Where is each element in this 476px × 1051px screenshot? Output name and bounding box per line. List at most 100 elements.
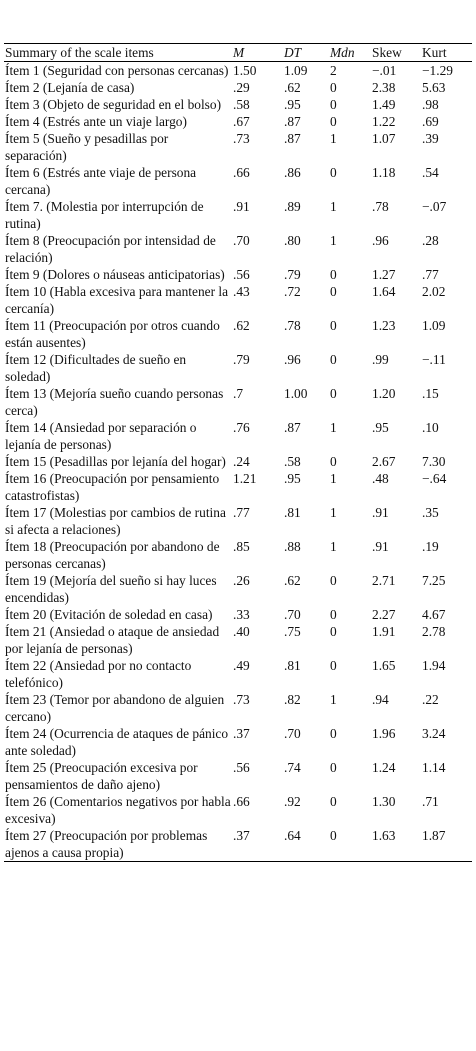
- table-row: Ítem 18 (Preocupación por abandono de pe…: [4, 538, 472, 572]
- value-cell: 2.02: [422, 284, 446, 299]
- value-cell: .73: [233, 692, 250, 707]
- summary-table: Summary of the scale items M DT Mdn Skew…: [4, 43, 472, 862]
- item-cell: Ítem 4 (Estrés ante un viaje largo): [5, 114, 187, 129]
- value-cell: .29: [233, 80, 250, 95]
- value-cell: .73: [233, 131, 250, 146]
- value-cell: .78: [372, 199, 389, 214]
- value-cell: .66: [233, 165, 250, 180]
- value-cell: 0: [330, 454, 337, 469]
- value-cell: 1.94: [422, 658, 446, 673]
- value-cell: −.07: [422, 199, 447, 214]
- table-row: Ítem 24 (Ocurrencia de ataques de pánico…: [4, 725, 472, 759]
- value-cell: .56: [233, 760, 250, 775]
- value-cell: .78: [284, 318, 301, 333]
- value-cell: .72: [284, 284, 301, 299]
- item-cell: Ítem 15 (Pesadillas por lejanía del hoga…: [5, 454, 226, 469]
- table-header: Summary of the scale items M DT Mdn Skew…: [4, 43, 472, 62]
- item-cell: Ítem 7. (Molestia por interrupción de ru…: [5, 199, 204, 231]
- value-cell: .79: [284, 267, 301, 282]
- header-cell: Mdn: [330, 45, 355, 60]
- value-cell: .89: [284, 199, 301, 214]
- item-cell: Ítem 18 (Preocupación por abandono de pe…: [5, 539, 220, 571]
- table-row: Ítem 17 (Molestias por cambios de rutina…: [4, 504, 472, 538]
- value-cell: 2.71: [372, 573, 396, 588]
- item-cell: Ítem 25 (Preocupación excesiva por pensa…: [5, 760, 198, 792]
- value-cell: .7: [233, 386, 244, 401]
- value-cell: 1: [330, 131, 337, 146]
- value-cell: .71: [422, 794, 439, 809]
- value-cell: 1.50: [233, 63, 257, 78]
- value-cell: .85: [233, 539, 250, 554]
- value-cell: .49: [233, 658, 250, 673]
- value-cell: 1.64: [372, 284, 396, 299]
- value-cell: 1: [330, 539, 337, 554]
- value-cell: .86: [284, 165, 301, 180]
- value-cell: −.11: [422, 352, 446, 367]
- value-cell: 1: [330, 692, 337, 707]
- value-cell: .58: [233, 97, 250, 112]
- value-cell: .66: [233, 794, 250, 809]
- table-row: Ítem 13 (Mejoría sueño cuando personas c…: [4, 385, 472, 419]
- value-cell: .62: [233, 318, 250, 333]
- item-cell: Ítem 5 (Sueño y pesadillas por separació…: [5, 131, 169, 163]
- value-cell: .24: [233, 454, 250, 469]
- value-cell: .70: [284, 607, 301, 622]
- value-cell: 1.30: [372, 794, 396, 809]
- value-cell: .48: [372, 471, 389, 486]
- value-cell: .33: [233, 607, 250, 622]
- value-cell: 1.96: [372, 726, 396, 741]
- item-cell: Ítem 20 (Evitación de soledad en casa): [5, 607, 213, 622]
- item-cell: Ítem 14 (Ansiedad por separación o lejan…: [5, 420, 197, 452]
- value-cell: .56: [233, 267, 250, 282]
- table-row: Ítem 19 (Mejoría del sueño si hay luces …: [4, 572, 472, 606]
- value-cell: 0: [330, 760, 337, 775]
- table-row: Ítem 2 (Lejanía de casa) .29 .62 0 2.38 5.63: [4, 79, 472, 96]
- value-cell: 1.14: [422, 760, 446, 775]
- value-cell: 0: [330, 794, 337, 809]
- table-row: Ítem 12 (Dificultades de sueño en soleda…: [4, 351, 472, 385]
- value-cell: 7.25: [422, 573, 446, 588]
- value-cell: .82: [284, 692, 301, 707]
- value-cell: .70: [233, 233, 250, 248]
- table-row: Ítem 22 (Ansiedad por no contacto telefó…: [4, 657, 472, 691]
- value-cell: .91: [372, 539, 389, 554]
- value-cell: 7.30: [422, 454, 446, 469]
- item-cell: Ítem 11 (Preocupación por otros cuando e…: [5, 318, 220, 350]
- item-cell: Ítem 27 (Preocupación por problemas ajen…: [5, 828, 208, 860]
- value-cell: 4.67: [422, 607, 446, 622]
- value-cell: 0: [330, 352, 337, 367]
- table-row: Ítem 21 (Ansiedad o ataque de ansiedad p…: [4, 623, 472, 657]
- table-row: Ítem 27 (Preocupación por problemas ajen…: [4, 827, 472, 862]
- value-cell: .92: [284, 794, 301, 809]
- table-row: Ítem 5 (Sueño y pesadillas por separació…: [4, 130, 472, 164]
- value-cell: 1.24: [372, 760, 396, 775]
- value-cell: 2.78: [422, 624, 446, 639]
- value-cell: 0: [330, 573, 337, 588]
- value-cell: 1.00: [284, 386, 308, 401]
- value-cell: .22: [422, 692, 439, 707]
- value-cell: 1.22: [372, 114, 396, 129]
- item-cell: Ítem 24 (Ocurrencia de ataques de pánico…: [5, 726, 229, 758]
- value-cell: .10: [422, 420, 439, 435]
- value-cell: 1: [330, 471, 337, 486]
- value-cell: .28: [422, 233, 439, 248]
- table-row: Ítem 10 (Habla excesiva para mantener la…: [4, 283, 472, 317]
- value-cell: .26: [233, 573, 250, 588]
- value-cell: 1.09: [422, 318, 446, 333]
- value-cell: 1.91: [372, 624, 396, 639]
- item-cell: Ítem 22 (Ansiedad por no contacto telefó…: [5, 658, 192, 690]
- value-cell: 1.07: [372, 131, 396, 146]
- value-cell: 0: [330, 828, 337, 843]
- item-cell: Ítem 12 (Dificultades de sueño en soleda…: [5, 352, 187, 384]
- value-cell: .98: [422, 97, 439, 112]
- table-body: Ítem 1 (Seguridad con personas cercanas)…: [4, 62, 472, 862]
- value-cell: .35: [422, 505, 439, 520]
- table-row: Ítem 25 (Preocupación excesiva por pensa…: [4, 759, 472, 793]
- value-cell: .79: [233, 352, 250, 367]
- value-cell: 0: [330, 267, 337, 282]
- value-cell: .80: [284, 233, 301, 248]
- item-cell: Ítem 21 (Ansiedad o ataque de ansiedad p…: [5, 624, 220, 656]
- value-cell: .19: [422, 539, 439, 554]
- value-cell: .76: [233, 420, 250, 435]
